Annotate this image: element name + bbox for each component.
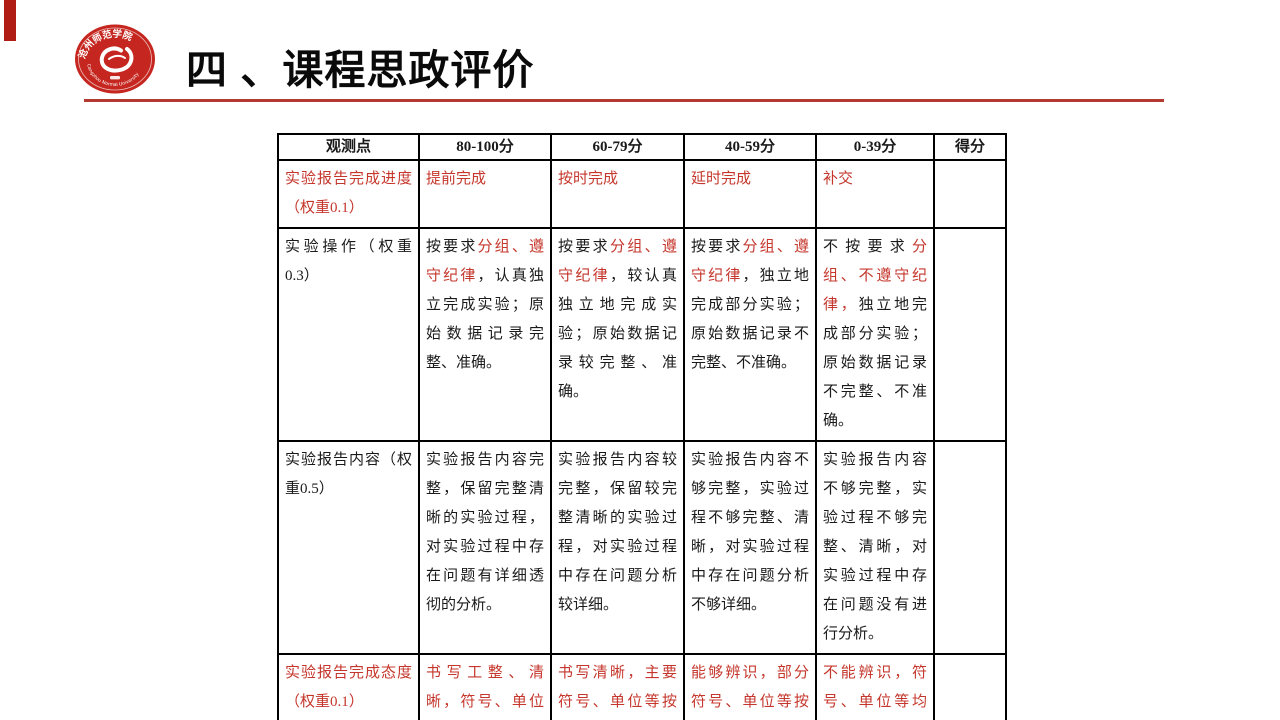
cell-text: ，认真独立完成实验；原始数据记录完整、准确。	[426, 268, 544, 371]
cell-text: 按要求	[558, 239, 610, 255]
cell-text: 实验报告内容完整，保留完整清晰的实验过程，对实验过程中存在问题有详细透彻的分析。	[426, 452, 544, 613]
table-cell: 书写工整、清晰，符号、单位等按照规范执行。	[418, 653, 552, 720]
highlighted-text: 提前完成	[426, 171, 487, 187]
column-header-3: 40-59分	[683, 133, 817, 161]
highlighted-text: 分组、遵守纪律	[558, 239, 677, 284]
table-body: 实验报告完成进度（权重0.1） 提前完成 按时完成 延时完成 补交实验操作（权重0.3）…	[277, 159, 1007, 720]
row-label: 实验操作（权重0.3）	[277, 227, 420, 442]
table-cell: 按时完成	[550, 159, 685, 229]
table-cell: 书写清晰，主要符号、单位等按照规范执行。	[550, 653, 685, 720]
table-cell: 实验报告内容不够完整，实验过程不够完整、清晰，对实验过程中存在问题分析不够详细。	[683, 440, 817, 655]
score-cell	[933, 159, 1007, 229]
table-row: 实验报告完成进度（权重0.1） 提前完成 按时完成 延时完成 补交	[277, 159, 1007, 229]
highlighted-text: 书写工整、清晰，符号、单位等按照规范执行。	[426, 665, 544, 710]
evaluation-rubric-table: 观测点 80-100分 60-79分 40-59分 0-39分 得分 实验报告完成进度（权…	[277, 133, 1007, 720]
table-cell: 补交	[815, 159, 935, 229]
highlighted-text: 分组、遵守纪律	[691, 239, 809, 284]
highlighted-text: 延时完成	[691, 171, 752, 187]
column-header-5: 得分	[933, 133, 1007, 161]
score-cell	[933, 227, 1007, 442]
cell-text: ，较认真独立地完成实验；原始数据记录较完整、准确。	[558, 268, 677, 400]
table-row: 实验报告完成态度（权重0.1）书写工整、清晰，符号、单位等按照规范执行。书写清晰…	[277, 653, 1007, 720]
highlighted-text: 不能辨识，符号、单位等均不按照规范执行。	[823, 665, 927, 710]
table-cell: 不按要求分组、不遵守纪律，独立地完成部分实验；原始数据记录不完整、不准确。	[815, 227, 935, 442]
row-label: 实验报告完成进度（权重0.1）	[277, 159, 420, 229]
highlighted-text: 能够辨识，部分符号、单位等按照规范执行。	[691, 665, 809, 710]
table-cell: 不能辨识，符号、单位等均不按照规范执行。	[815, 653, 935, 720]
university-seal-icon: 沧州师范学院 Cangzhou Normal University	[75, 24, 155, 94]
table-cell: 能够辨识，部分符号、单位等按照规范执行。	[683, 653, 817, 720]
page-title: 四 、课程思政评价	[186, 47, 535, 93]
table-cell: 延时完成	[683, 159, 817, 229]
row-label: 实验报告完成态度（权重0.1）	[277, 653, 420, 720]
row-label: 实验报告内容（权重0.5）	[277, 440, 420, 655]
title-underline	[84, 99, 1164, 102]
cell-text: 按要求	[691, 239, 743, 255]
table-cell: 实验报告内容完整，保留完整清晰的实验过程，对实验过程中存在问题有详细透彻的分析。	[418, 440, 552, 655]
cell-text: 实验报告内容较完整，保留较完整清晰的实验过程，对实验过程中存在问题分析较详细。	[558, 452, 677, 613]
column-header-0: 观测点	[277, 133, 420, 161]
highlighted-text: 分组、不遵守纪律，	[823, 239, 927, 313]
table-cell: 按要求分组、遵守纪律，认真独立完成实验；原始数据记录完整、准确。	[418, 227, 552, 442]
table-cell: 实验报告内容不够完整，实验过程不够完整、清晰，对实验过程中存在问题没有进行分析。	[815, 440, 935, 655]
cell-text: 不按要求	[823, 239, 912, 255]
corner-accent-bar	[4, 0, 16, 41]
table-cell: 提前完成	[418, 159, 552, 229]
score-cell	[933, 440, 1007, 655]
table-cell: 按要求分组、遵守纪律，独立地完成部分实验；原始数据记录不完整、不准确。	[683, 227, 817, 442]
highlighted-text: 分组、遵守纪律	[426, 239, 544, 284]
score-cell	[933, 653, 1007, 720]
column-header-4: 0-39分	[815, 133, 935, 161]
cell-text: 按要求	[426, 239, 478, 255]
highlighted-text: 按时完成	[558, 171, 619, 187]
cell-text: 独立地完成部分实验；原始数据记录不完整、不准确。	[823, 297, 927, 429]
table-header-row: 观测点 80-100分 60-79分 40-59分 0-39分 得分	[277, 133, 1007, 161]
cell-text: 实验报告内容不够完整，实验过程不够完整、清晰，对实验过程中存在问题没有进行分析。	[823, 452, 927, 642]
table-cell: 实验报告内容较完整，保留较完整清晰的实验过程，对实验过程中存在问题分析较详细。	[550, 440, 685, 655]
column-header-1: 80-100分	[418, 133, 552, 161]
table-row: 实验报告内容（权重0.5） 实验报告内容完整，保留完整清晰的实验过程，对实验过程中…	[277, 440, 1007, 655]
university-logo: 沧州师范学院 Cangzhou Normal University	[74, 23, 156, 95]
highlighted-text: 书写清晰，主要符号、单位等按照规范执行。	[558, 665, 677, 710]
cell-text: 实验报告内容不够完整，实验过程不够完整、清晰，对实验过程中存在问题分析不够详细。	[691, 452, 809, 613]
highlighted-text: 补交	[823, 171, 854, 187]
column-header-2: 60-79分	[550, 133, 685, 161]
table-row: 实验操作（权重0.3） 按要求分组、遵守纪律，认真独立完成实验；原始数据记录完整、…	[277, 227, 1007, 442]
cell-text: ，独立地完成部分实验；原始数据记录不完整、不准确。	[691, 268, 809, 371]
table-cell: 按要求分组、遵守纪律，较认真独立地完成实验；原始数据记录较完整、准确。	[550, 227, 685, 442]
logo-swirl	[99, 46, 134, 73]
